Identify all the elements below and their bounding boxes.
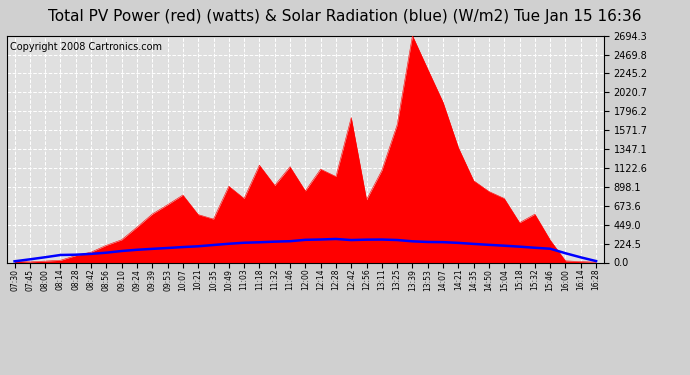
Text: Copyright 2008 Cartronics.com: Copyright 2008 Cartronics.com <box>10 42 162 52</box>
Text: Total PV Power (red) (watts) & Solar Radiation (blue) (W/m2) Tue Jan 15 16:36: Total PV Power (red) (watts) & Solar Rad… <box>48 9 642 24</box>
